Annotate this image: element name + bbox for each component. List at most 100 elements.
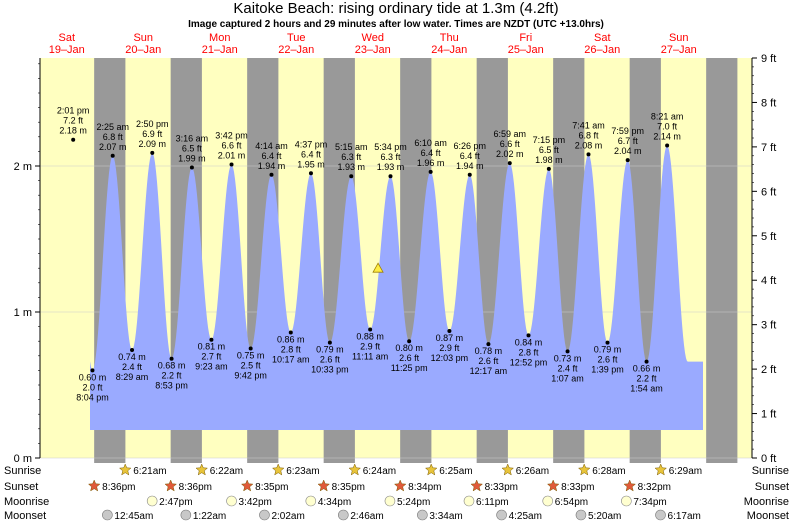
day-name: Mon	[209, 32, 230, 44]
extreme-point	[605, 340, 610, 345]
extreme-label-m: 2.02 m	[496, 149, 524, 159]
day-date: 20–Jan	[125, 44, 161, 56]
extreme-label-ft: 6.3 ft	[380, 152, 401, 162]
day-name: Sun	[669, 32, 689, 44]
moonrise-time: 6:11pm	[476, 497, 509, 508]
extreme-label-time: 7:15 pm	[533, 135, 566, 145]
moonset-icon	[102, 509, 113, 521]
extreme-label-time: 8:21 am	[651, 112, 684, 122]
extreme-label-m: 2.04 m	[614, 146, 642, 156]
extreme-label-time: 4:37 pm	[295, 139, 328, 149]
extreme-label-ft: 6.8 ft	[578, 130, 599, 140]
extreme-label-ft: 6.8 ft	[103, 132, 124, 142]
extreme-label-m: 1.93 m	[337, 162, 365, 172]
sunset-time: 8:33pm	[561, 482, 594, 493]
extreme-label-m: 2.14 m	[653, 132, 681, 142]
extreme-label-m: 2.01 m	[218, 151, 246, 161]
extreme-point	[486, 342, 491, 347]
extreme-label-ft: 7.2 ft	[63, 116, 84, 126]
extreme-label-ft: 6.4 ft	[301, 149, 322, 159]
sunrise-time: 6:28am	[592, 466, 625, 477]
extreme-point	[71, 137, 76, 142]
moonrise-time: 6:54pm	[555, 497, 588, 508]
extreme-label-ft: 2.6 ft	[399, 353, 420, 363]
extreme-label-ft: 6.4 ft	[421, 148, 442, 158]
extreme-label-m: 1.99 m	[178, 153, 206, 163]
extreme-label-ft: 2.6 ft	[478, 356, 499, 366]
extreme-point	[288, 330, 293, 335]
extreme-label-ft: 2.8 ft	[281, 344, 302, 354]
moonset-icon	[496, 509, 507, 521]
extreme-label-m: 0.86 m	[277, 334, 305, 344]
sunrise-time: 6:25am	[439, 466, 472, 477]
extreme-label-time: 6:59 am	[493, 129, 526, 139]
day-date: 24–Jan	[431, 44, 467, 56]
extreme-point	[209, 337, 214, 342]
row-label-moonset: Moonset	[4, 510, 46, 522]
right-tick-label: 0 ft	[761, 453, 776, 465]
extreme-label-time: 7:59 pm	[611, 126, 644, 136]
sunset-time: 8:35pm	[332, 482, 365, 493]
moonrise-icon	[146, 495, 158, 507]
extreme-label-time: 8:29 am	[116, 372, 149, 382]
extreme-label-m: 0.87 m	[436, 333, 464, 343]
extreme-labels: 2:01 pm7.2 ft2.18 m 0.60 m2.0 ft8:04 pm 2:…	[57, 106, 683, 403]
extreme-label-ft: 2.5 ft	[241, 361, 262, 371]
right-tick-label: 3 ft	[761, 320, 776, 332]
row-label-right-sunrise: Sunrise	[752, 465, 789, 477]
extreme-label-m: 1.95 m	[297, 159, 325, 169]
moonset-time: 2:46am	[350, 511, 383, 522]
extreme-point	[546, 166, 551, 171]
extreme-label-ft: 7.0 ft	[657, 122, 678, 132]
sunrise-time: 6:24am	[363, 466, 396, 477]
extreme-label-m: 0.78 m	[475, 346, 503, 356]
moonrise-time: 5:24pm	[397, 497, 430, 508]
moonset-time: 1:22am	[193, 511, 226, 522]
moonset-time: 3:34am	[429, 511, 462, 522]
right-tick-label: 1 ft	[761, 409, 776, 421]
sunset-time: 8:36pm	[179, 482, 212, 493]
sunrise-time: 6:29am	[669, 466, 702, 477]
extreme-label-time: 11:25 pm	[391, 363, 428, 373]
moonrise-time: 7:34pm	[633, 497, 666, 508]
sunset-time: 8:35pm	[255, 482, 288, 493]
extreme-label-time: 11:11 am	[352, 352, 388, 362]
extreme-label-m: 1.94 m	[258, 161, 286, 171]
extreme-label-ft: 6.3 ft	[341, 152, 362, 162]
extreme-label-time: 2:01 pm	[57, 106, 90, 116]
extreme-label-ft: 2.4 ft	[558, 363, 579, 373]
extreme-point	[507, 161, 512, 166]
extreme-point	[368, 327, 373, 332]
sunset-time: 8:33pm	[485, 482, 518, 493]
moonset-time: 4:25am	[509, 511, 542, 522]
extreme-point	[625, 158, 630, 163]
moonset-icon	[180, 509, 192, 521]
extreme-label-ft: 2.9 ft	[360, 342, 381, 352]
extreme-point	[388, 174, 393, 179]
extreme-label-time: 9:23 am	[195, 362, 228, 372]
extreme-label-time: 9:42 pm	[234, 371, 267, 381]
extreme-label-ft: 6.6 ft	[222, 141, 243, 151]
moonset-icon	[338, 509, 349, 521]
extreme-label-ft: 2.9 ft	[439, 343, 460, 353]
moonrise-time: 3:42pm	[239, 497, 272, 508]
extreme-label-ft: 2.6 ft	[598, 355, 619, 365]
extreme-point	[407, 339, 412, 344]
day-date: 19–Jan	[49, 44, 85, 56]
extreme-point	[308, 171, 313, 176]
extreme-label-time: 12:17 am	[470, 366, 508, 376]
night-band	[706, 58, 738, 463]
extreme-point	[110, 153, 115, 158]
right-tick-label: 4 ft	[761, 275, 776, 287]
extreme-label-m: 0.75 m	[237, 351, 265, 361]
extreme-label-time: 1:39 pm	[591, 365, 624, 375]
row-label-right-moonset: Moonset	[747, 510, 789, 522]
extreme-label-m: 1.93 m	[377, 162, 405, 172]
extreme-label-time: 3:16 am	[176, 133, 209, 143]
extreme-point	[229, 162, 234, 167]
sunset-icon	[240, 479, 254, 492]
sunset-icon	[393, 479, 407, 492]
extreme-label-time: 5:15 am	[335, 142, 368, 152]
extreme-label-ft: 2.4 ft	[122, 362, 143, 372]
extreme-label-time: 7:41 am	[572, 120, 605, 130]
